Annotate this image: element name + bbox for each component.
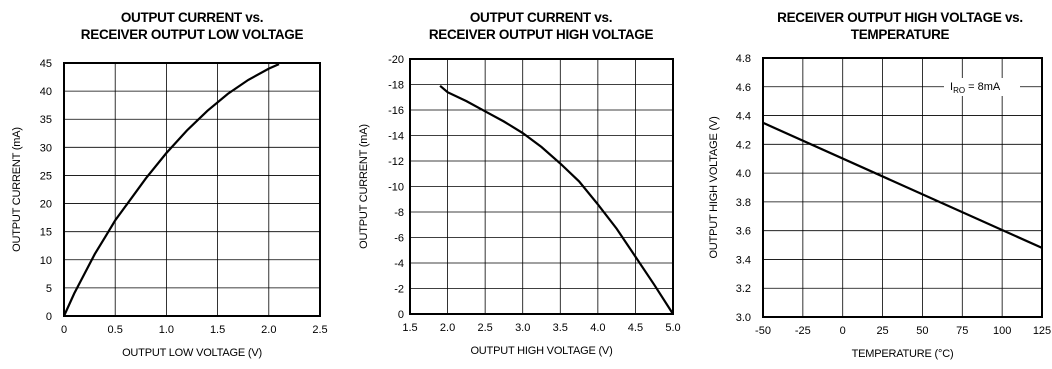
y-axis-label: OUTPUT CURRENT (mA) bbox=[358, 124, 370, 249]
y-tick-label: 0 bbox=[398, 309, 404, 321]
x-tick-label: 2.5 bbox=[477, 322, 492, 334]
x-tick-label: 5.0 bbox=[665, 322, 680, 334]
x-axis-label: OUTPUT HIGH VOLTAGE (V) bbox=[470, 345, 612, 357]
y-tick-label: 3.8 bbox=[736, 197, 751, 209]
y-tick-label: 0 bbox=[46, 311, 52, 323]
chart-title-line: RECEIVER OUTPUT HIGH VOLTAGE bbox=[429, 27, 654, 42]
x-tick-label: 0.5 bbox=[108, 324, 123, 336]
y-tick-label: 3.0 bbox=[736, 312, 751, 324]
x-tick-label: 2.0 bbox=[261, 324, 276, 336]
y-tick-label: 3.4 bbox=[736, 254, 751, 266]
y-tick-label: -8 bbox=[394, 207, 404, 219]
chart-output-current-vs-low-voltage: OUTPUT CURRENT vs. RECEIVER OUTPUT LOW VO… bbox=[0, 0, 345, 369]
chart-title-line: RECEIVER OUTPUT HIGH VOLTAGE vs. bbox=[777, 10, 1023, 25]
plot-frame bbox=[63, 62, 321, 317]
chart-2-svg: OUTPUT CURRENT vs. RECEIVER OUTPUT HIGH V… bbox=[358, 10, 681, 357]
y-tick-label: 4.2 bbox=[736, 139, 751, 151]
y-tick-label: 4.6 bbox=[736, 82, 751, 94]
x-axis-label: TEMPERATURE (°C) bbox=[852, 348, 954, 360]
y-tick-label: -12 bbox=[388, 156, 404, 168]
chart-3-svg: RECEIVER OUTPUT HIGH VOLTAGE vs. TEMPERAT… bbox=[708, 10, 1051, 360]
y-tick-label: 5 bbox=[46, 283, 52, 295]
x-tick-label: 25 bbox=[876, 325, 888, 337]
y-tick-label: 45 bbox=[40, 58, 52, 70]
x-tick-label: 3.0 bbox=[515, 322, 530, 334]
chart-output-high-voltage-vs-temperature: RECEIVER OUTPUT HIGH VOLTAGE vs. TEMPERAT… bbox=[700, 0, 1052, 369]
x-tick-label: -25 bbox=[795, 325, 811, 337]
x-axis-label: OUTPUT LOW VOLTAGE (V) bbox=[122, 347, 262, 359]
x-tick-label: 0 bbox=[61, 324, 67, 336]
y-tick-label: 25 bbox=[40, 170, 52, 182]
x-tick-label: 4.5 bbox=[628, 322, 643, 334]
x-tick-label: 0 bbox=[840, 325, 846, 337]
chart-title-line: OUTPUT CURRENT vs. bbox=[470, 10, 612, 25]
x-tick-label: 3.5 bbox=[553, 322, 568, 334]
y-tick-label: 4.8 bbox=[736, 53, 751, 65]
x-tick-label: 125 bbox=[1033, 325, 1051, 337]
series-line bbox=[439, 84, 674, 315]
y-tick-label: -6 bbox=[394, 233, 404, 245]
chart-title-line: RECEIVER OUTPUT LOW VOLTAGE bbox=[81, 27, 304, 42]
chart-1-svg: OUTPUT CURRENT vs. RECEIVER OUTPUT LOW VO… bbox=[11, 10, 328, 359]
x-tick-label: 1.5 bbox=[210, 324, 225, 336]
series-line bbox=[762, 121, 1043, 249]
annotation-text: IRO = 8mA bbox=[950, 81, 1001, 95]
y-tick-label: -20 bbox=[388, 54, 404, 66]
x-tick-label: 50 bbox=[916, 325, 928, 337]
y-tick-label: 3.6 bbox=[736, 226, 751, 238]
y-axis-label: OUTPUT HIGH VOLTAGE (V) bbox=[708, 116, 720, 258]
y-tick-label: -4 bbox=[394, 258, 404, 270]
y-tick-label: -18 bbox=[388, 80, 404, 92]
x-tick-label: 2.0 bbox=[440, 322, 455, 334]
y-tick-label: -2 bbox=[394, 284, 404, 296]
plot-frame bbox=[762, 57, 1043, 318]
chart-output-current-vs-high-voltage: OUTPUT CURRENT vs. RECEIVER OUTPUT HIGH V… bbox=[345, 0, 700, 369]
y-tick-label: 10 bbox=[40, 255, 52, 267]
x-tick-label: 1.0 bbox=[159, 324, 174, 336]
y-tick-label: 4.0 bbox=[736, 168, 751, 180]
y-tick-label: -16 bbox=[388, 105, 404, 117]
x-tick-label: 75 bbox=[956, 325, 968, 337]
y-tick-label: -14 bbox=[388, 131, 404, 143]
y-tick-label: 3.2 bbox=[736, 283, 751, 295]
y-tick-label: -10 bbox=[388, 182, 404, 194]
x-tick-label: 100 bbox=[993, 325, 1011, 337]
y-tick-label: 40 bbox=[40, 86, 52, 98]
chart-title-line: TEMPERATURE bbox=[851, 27, 950, 42]
annotation-background bbox=[944, 78, 1020, 96]
y-tick-label: 4.4 bbox=[736, 111, 751, 123]
x-tick-label: -50 bbox=[755, 325, 771, 337]
x-tick-label: 2.5 bbox=[312, 324, 327, 336]
chart-title-line: OUTPUT CURRENT vs. bbox=[121, 10, 263, 25]
y-tick-label: 35 bbox=[40, 114, 52, 126]
y-axis-label: OUTPUT CURRENT (mA) bbox=[11, 127, 23, 252]
series-line bbox=[62, 63, 280, 317]
x-tick-label: 1.5 bbox=[402, 322, 417, 334]
y-tick-label: 30 bbox=[40, 142, 52, 154]
y-tick-label: 15 bbox=[40, 227, 52, 239]
plot-frame bbox=[409, 58, 674, 315]
y-tick-label: 20 bbox=[40, 199, 52, 211]
x-tick-label: 4.0 bbox=[590, 322, 605, 334]
